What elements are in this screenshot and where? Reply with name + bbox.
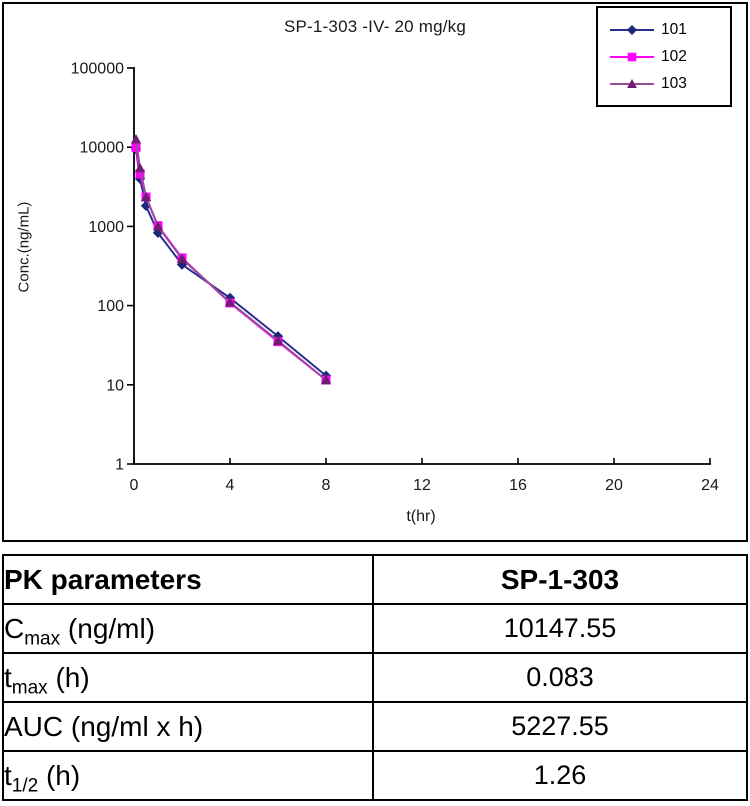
table-row: AUC (ng/ml x h) 5227.55	[2, 701, 748, 752]
x-axis-ticks: 0 4 8 12 16 20 24	[130, 458, 719, 494]
series-103	[130, 134, 332, 385]
x-tick-label: 20	[605, 477, 623, 494]
chart-legend: 101 102 103	[596, 6, 732, 107]
legend-label: 102	[661, 47, 687, 65]
axes	[133, 67, 711, 465]
x-axis-label: t(hr)	[406, 508, 436, 525]
legend-item-102: 102	[608, 43, 724, 70]
table-row: tmax (h) 0.083	[2, 652, 748, 703]
y-tick-label: 10000	[80, 140, 125, 157]
x-tick-label: 12	[413, 477, 431, 494]
triangle-marker-swatch	[610, 78, 654, 88]
table-row: t1/2 (h) 1.26	[2, 750, 748, 801]
chart-title: SP-1-303 -IV- 20 mg/kg	[283, 17, 467, 36]
pk-chart-panel: 1 10 100 1000 10000 100000 0 4 8 12 16 20 24 SP-1-30…	[2, 2, 748, 542]
y-tick-label: 10	[106, 377, 124, 394]
y-axis-ticks: 1 10 100 1000 10000 100000	[71, 61, 134, 474]
legend-item-103: 103	[608, 70, 724, 97]
y-tick-label: 1000	[88, 219, 124, 236]
x-tick-label: 16	[509, 477, 527, 494]
legend-label: 101	[661, 20, 687, 38]
y-tick-label: 100	[97, 298, 124, 315]
value-cell: 10147.55	[372, 603, 748, 654]
x-tick-label: 8	[322, 477, 331, 494]
compound-header-cell: SP-1-303	[372, 554, 748, 605]
x-tick-label: 24	[701, 477, 719, 494]
table-header-row: PK parameters SP-1-303	[2, 554, 748, 605]
pk-parameters-table: PK parameters SP-1-303 Cmax (ng/ml) 10147…	[2, 554, 748, 801]
param-cell: Cmax (ng/ml)	[2, 603, 374, 654]
diamond-marker-swatch	[610, 24, 654, 35]
x-tick-label: 4	[226, 477, 235, 494]
param-cell: t1/2 (h)	[2, 750, 374, 801]
table-row: Cmax (ng/ml) 10147.55	[2, 603, 748, 654]
series-102	[131, 143, 331, 385]
x-tick-label: 0	[130, 477, 139, 494]
value-cell: 5227.55	[372, 701, 748, 752]
param-cell: tmax (h)	[2, 652, 374, 703]
y-tick-label: 1	[115, 457, 124, 474]
y-axis-label: Conc.(ng/mL)	[15, 201, 33, 293]
value-cell: 1.26	[372, 750, 748, 801]
square-marker-swatch	[610, 52, 654, 61]
param-cell: AUC (ng/ml x h)	[2, 701, 374, 752]
pk-plot-canvas: 1 10 100 1000 10000 100000 0 4 8 12 16 20 24	[71, 61, 719, 495]
series-101	[130, 143, 332, 381]
legend-label: 103	[661, 74, 687, 92]
param-header-cell: PK parameters	[2, 554, 374, 605]
y-tick-label: 100000	[71, 61, 124, 78]
value-cell: 0.083	[372, 652, 748, 703]
legend-item-101: 101	[608, 16, 724, 43]
